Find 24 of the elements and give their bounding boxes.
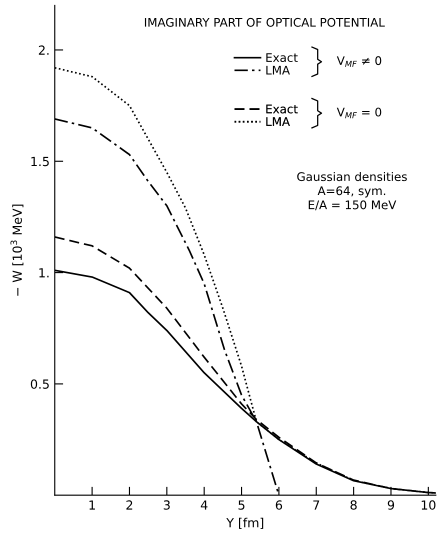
x-tick-label: 8 [350, 500, 357, 510]
annotation: V$_{MF}$ = 0 [336, 108, 382, 118]
x-tick-label: 1 [90, 500, 95, 510]
legend-label: LMA [266, 66, 290, 74]
x-tick-label: 9 [388, 500, 394, 510]
legend-label: Exact [266, 104, 298, 114]
annotation: V$_{MF}$ ≠ 0 [336, 56, 382, 67]
x-tick-label: 3 [164, 500, 170, 510]
text: IMAGINARY PART OF OPTICAL POTENTIAL [144, 18, 385, 27]
x-tick-label: 6 [276, 500, 282, 510]
x-tick-label: 4 [200, 500, 208, 510]
x-tick-label: 7 [313, 500, 320, 510]
legend-label: LMA [266, 117, 290, 126]
x-axis-title: Y [fm] [226, 518, 264, 529]
y-tick-label: 2. [38, 45, 49, 55]
y-tick-label: 1.5 [31, 156, 49, 166]
y-tick-label: 1. [39, 268, 49, 278]
y-axis-title: − W [10$^{3}$ MeV] [10, 204, 24, 296]
legend-label: Exact [266, 53, 298, 62]
x-tick-label: 5 [238, 500, 244, 510]
x-tick-label: 10 [422, 500, 436, 510]
y-tick-label: 0.5 [30, 379, 49, 389]
x-tick-label: 2 [126, 500, 132, 510]
annotation: Gaussian densities A=64, sym. E/A = 150 MeV [297, 172, 407, 210]
